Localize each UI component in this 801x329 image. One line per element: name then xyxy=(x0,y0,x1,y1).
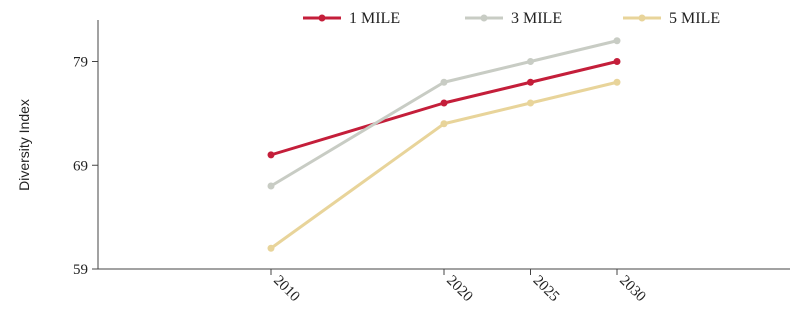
series-1 xyxy=(267,58,621,159)
data-point xyxy=(440,78,448,86)
legend-item: 1 MILE xyxy=(303,10,400,27)
series-3 xyxy=(267,78,621,252)
data-point xyxy=(613,58,621,65)
data-point xyxy=(267,244,275,252)
x-tick-label: 2025 xyxy=(530,273,563,306)
series-line xyxy=(269,39,619,188)
data-point xyxy=(440,99,448,107)
legend: 1 MILE 3 MILE 5 MILE xyxy=(303,10,720,27)
data-point xyxy=(440,120,448,128)
legend-label: 3 MILE xyxy=(511,10,562,27)
data-point xyxy=(613,78,621,86)
data-point xyxy=(267,151,275,159)
series-line xyxy=(269,80,619,250)
legend-swatch-marker xyxy=(638,14,646,22)
y-tick-label: 79 xyxy=(73,55,88,71)
chart-axes xyxy=(97,20,790,270)
legend-item: 5 MILE xyxy=(623,10,720,27)
legend-item: 3 MILE xyxy=(465,10,562,27)
series-2 xyxy=(267,37,621,190)
data-point xyxy=(527,99,534,107)
legend-label: 5 MILE xyxy=(669,10,720,27)
y-tick-label: 59 xyxy=(73,262,88,278)
y-axis-title: Diversity Index xyxy=(16,99,32,191)
legend-label: 1 MILE xyxy=(349,10,400,27)
data-point xyxy=(527,78,534,86)
x-axis-ticks: 2010 2020 2025 2030 xyxy=(270,269,649,305)
x-tick-label: 2020 xyxy=(443,273,476,306)
legend-swatch-marker xyxy=(480,14,488,22)
y-tick-label: 69 xyxy=(73,158,88,174)
series-line xyxy=(269,60,619,157)
x-tick-label: 2030 xyxy=(616,273,649,306)
y-axis-ticks: 59 69 79 xyxy=(73,55,98,278)
series-layer xyxy=(267,37,621,252)
legend-swatch-marker xyxy=(318,14,326,22)
data-point xyxy=(267,182,275,190)
data-point xyxy=(613,37,621,45)
x-tick-label: 2010 xyxy=(270,273,303,306)
data-point xyxy=(527,58,534,65)
